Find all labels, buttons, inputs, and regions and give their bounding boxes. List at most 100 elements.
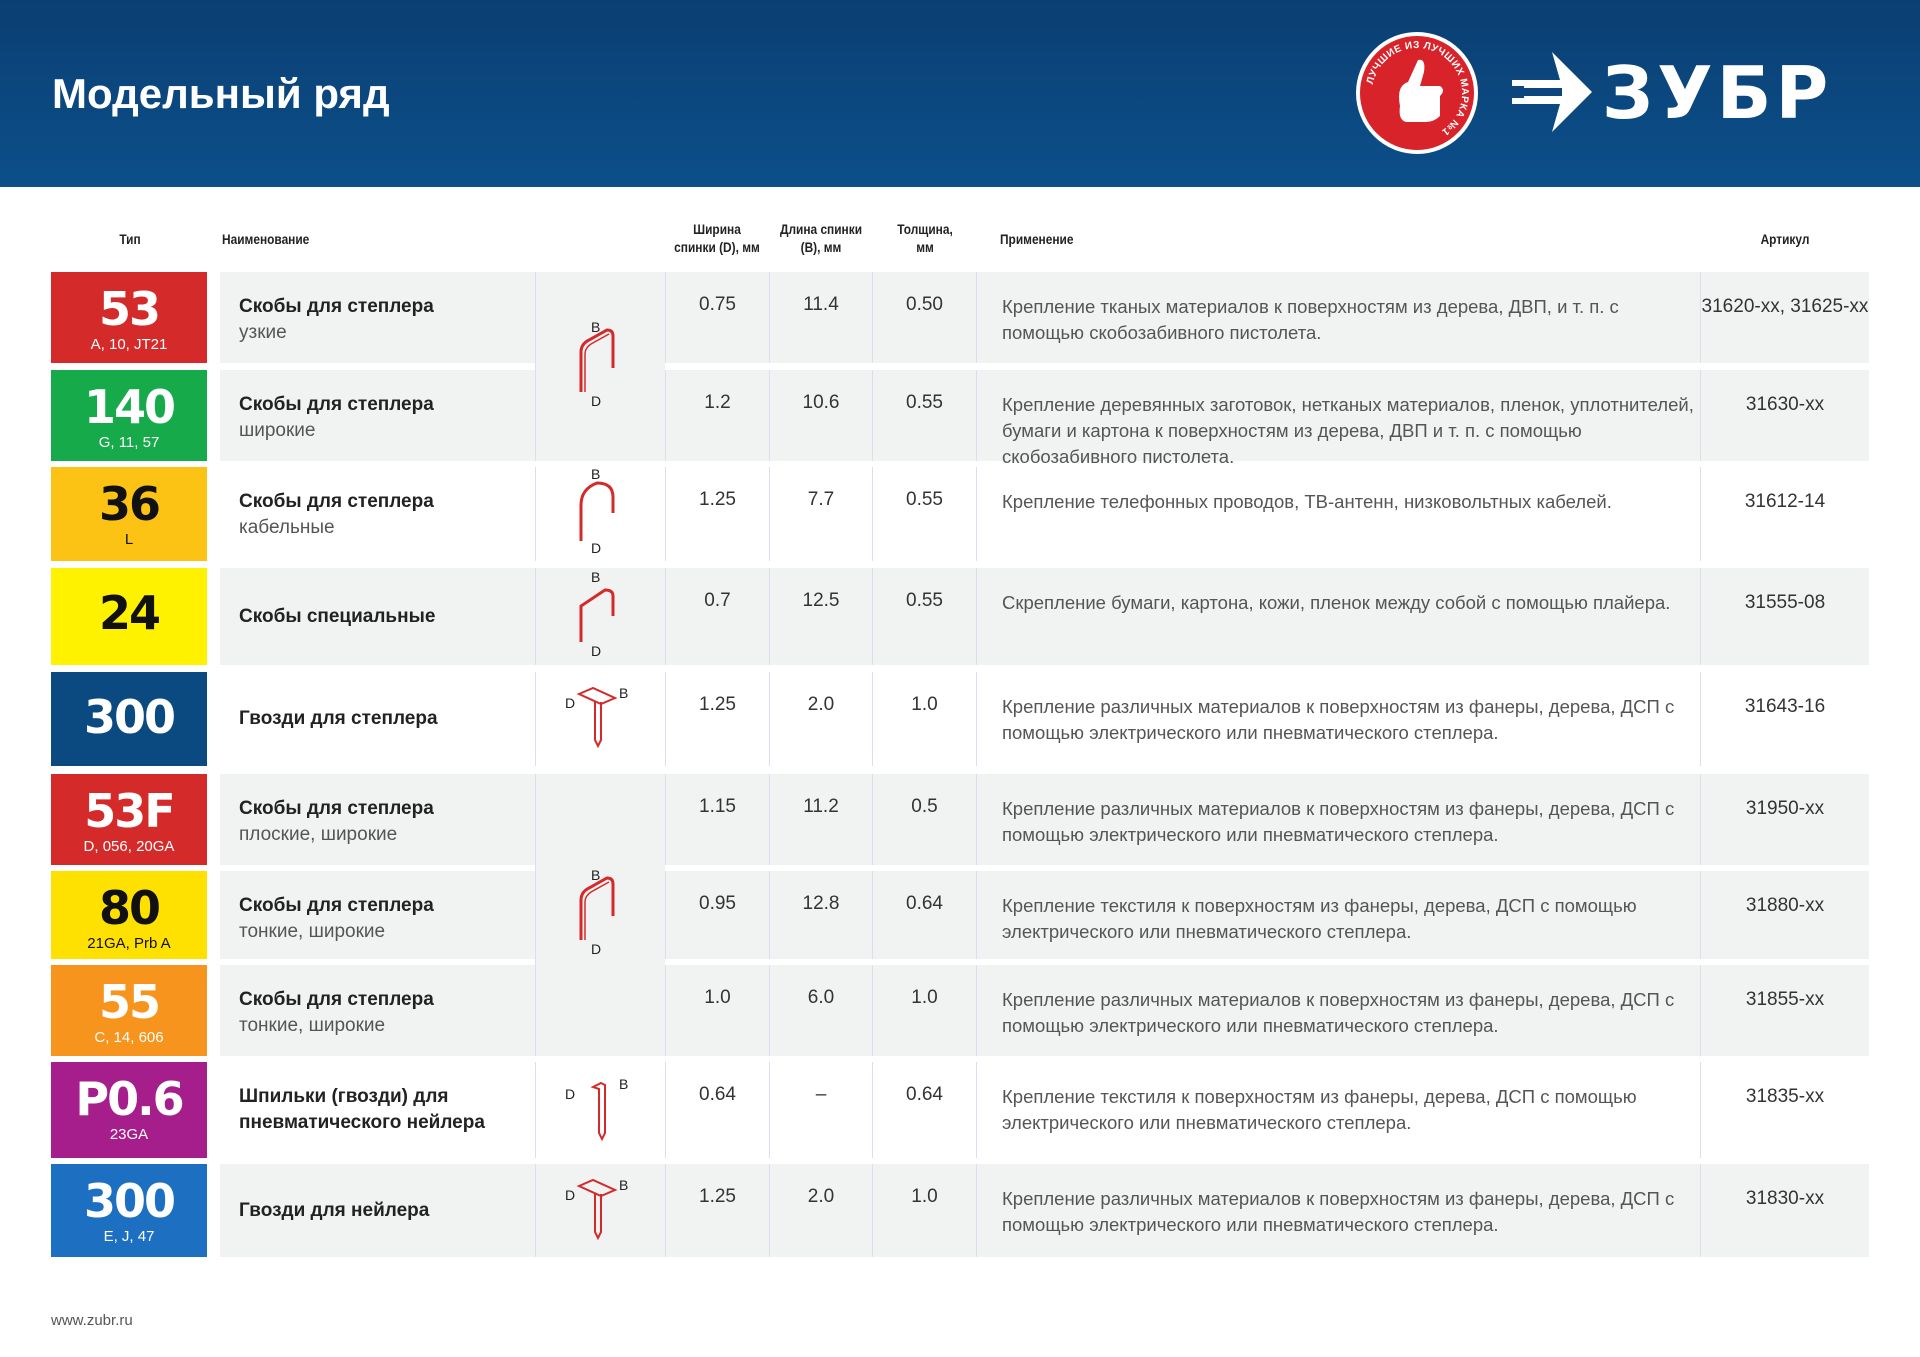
product-name: Скобы для степлера тонкие, широкие — [239, 965, 539, 1056]
length-value: 7.7 — [769, 467, 872, 561]
row-cells: Скобы для степлера кабельные 1.25 7.7 0.5… — [220, 467, 1869, 561]
diagram-cell: B D — [535, 568, 665, 665]
product-name: Гвозди для степлера — [239, 672, 539, 766]
type-number: 80 — [98, 881, 161, 935]
product-title: Скобы для степлера — [239, 798, 434, 819]
type-badge: P0.6 23GA — [51, 1062, 207, 1158]
col-header-article: Артикул — [1760, 231, 1810, 247]
col-header-name: Наименование — [222, 231, 310, 247]
type-badge: 300 E, J, 47 — [51, 1164, 207, 1257]
row-cells: Гвозди для нейлера 1.25 2.0 1.0 Креплени… — [220, 1164, 1869, 1257]
header-banner: Модельный ряд ЛУЧШИЕ ИЗ ЛУЧШИХ МАРКА №1 … — [0, 0, 1920, 187]
nail-icon: B D — [565, 685, 628, 749]
diagram-cell: B D — [535, 774, 665, 1056]
type-badge: 53F D, 056, 20GA — [51, 774, 207, 865]
label-d: D — [565, 695, 575, 711]
application-text: Крепление различных материалов к поверхн… — [976, 672, 1700, 766]
width-value: 0.95 — [665, 871, 769, 959]
type-number: 300 — [83, 690, 176, 744]
diagram-cell: B D — [535, 272, 665, 461]
col-header-thickness: Толщина, мм — [897, 221, 953, 255]
row-cells: Скобы для степлера широкие 1.2 10.6 0.55 … — [220, 370, 1869, 467]
length-value: – — [769, 1062, 872, 1158]
label-b: B — [591, 572, 600, 585]
thickness-value: 0.55 — [872, 467, 976, 561]
length-value: 12.8 — [769, 871, 872, 959]
table-row: 300 E, J, 47 Гвозди для нейлера 1.25 2.0… — [0, 1164, 1920, 1257]
product-subtitle: узкие — [239, 322, 287, 343]
width-value: 1.0 — [665, 965, 769, 1056]
length-value: 11.4 — [769, 272, 872, 363]
product-name: Скобы для степлера кабельные — [239, 467, 539, 561]
thickness-value: 1.0 — [872, 1164, 976, 1257]
row-cells: Скобы для степлера тонкие, широкие 0.95 1… — [220, 871, 1869, 959]
diagram-cell: B D — [535, 1164, 665, 1257]
article-number: 31612-14 — [1700, 467, 1869, 561]
table-row: 53 A, 10, JT21 Скобы для степлера узкие 0… — [0, 272, 1920, 363]
product-name: Скобы для степлера широкие — [239, 370, 539, 461]
product-name: Гвозди для нейлера — [239, 1164, 539, 1257]
application-text: Крепление текстиля к поверхностям из фан… — [976, 871, 1700, 959]
table-row: 24 Скобы специальные 0.7 12.5 0.55 Скреп… — [0, 568, 1920, 665]
length-value: 12.5 — [769, 568, 872, 665]
type-badge: 36 L — [51, 467, 207, 561]
type-number: 55 — [98, 975, 161, 1029]
table-row: 300 Гвозди для степлера 1.25 2.0 1.0 Кре… — [0, 672, 1920, 766]
type-badge: 53 A, 10, JT21 — [51, 272, 207, 363]
width-value: 0.64 — [665, 1062, 769, 1158]
product-title: Шпильки (гвозди) для пневматического ней… — [239, 1086, 485, 1133]
width-value: 0.7 — [665, 568, 769, 665]
page-title: Модельный ряд — [52, 70, 390, 117]
thickness-value: 0.5 — [872, 774, 976, 865]
article-number: 31880-xx — [1700, 871, 1869, 959]
product-title: Скобы для степлера — [239, 394, 434, 415]
type-aliases: 21GA, Prb A — [87, 935, 171, 952]
application-text: Крепление различных материалов к поверхн… — [976, 965, 1700, 1056]
label-d: D — [591, 393, 601, 409]
type-number: 53F — [84, 784, 175, 838]
row-cells: Гвозди для степлера 1.25 2.0 1.0 Креплен… — [220, 672, 1869, 766]
article-number: 31835-xx — [1700, 1062, 1869, 1158]
col-header-application: Применение — [1000, 231, 1074, 247]
product-name: Скобы для степлера узкие — [239, 272, 539, 363]
type-number: P0.6 — [75, 1072, 184, 1126]
cable-staple-icon: B D — [579, 469, 615, 556]
row-cells: Скобы для степлера тонкие, широкие 1.0 6.… — [220, 965, 1869, 1056]
product-title: Скобы для степлера — [239, 895, 434, 916]
label-b: B — [591, 322, 600, 335]
staple-icon: B D — [579, 870, 615, 957]
type-number: 36 — [98, 477, 161, 531]
width-value: 1.15 — [665, 774, 769, 865]
type-aliases: L — [124, 531, 134, 548]
product-title: Скобы для степлера — [239, 491, 434, 512]
label-b: B — [619, 1177, 628, 1193]
article-number: 31630-xx — [1700, 370, 1869, 461]
thickness-value: 0.55 — [872, 568, 976, 665]
label-b: B — [619, 685, 628, 701]
product-subtitle: кабельные — [239, 517, 335, 538]
product-name: Шпильки (гвозди) для пневматического ней… — [239, 1062, 539, 1158]
product-subtitle: тонкие, широкие — [239, 921, 386, 942]
table-row: 80 21GA, Prb A Скобы для степлера тонкие,… — [0, 871, 1920, 959]
type-badge: 55 C, 14, 606 — [51, 965, 207, 1056]
product-name: Скобы для степлера плоские, широкие — [239, 774, 539, 865]
type-number: 140 — [83, 380, 176, 434]
type-aliases: D, 056, 20GA — [83, 838, 175, 855]
width-value: 1.2 — [665, 370, 769, 461]
label-d: D — [591, 643, 601, 659]
table-row: 53F D, 056, 20GA Скобы для степлера плоск… — [0, 774, 1920, 865]
product-title: Скобы для степлера — [239, 296, 434, 317]
type-number: 300 — [83, 1174, 176, 1228]
article-number: 31620-xx, 31625-xx — [1700, 272, 1869, 363]
product-title: Скобы специальные — [239, 605, 436, 627]
length-value: 10.6 — [769, 370, 872, 461]
type-badge: 80 21GA, Prb A — [51, 871, 207, 959]
row-cells: Шпильки (гвозди) для пневматического ней… — [220, 1062, 1869, 1158]
table-row: 55 C, 14, 606 Скобы для степлера тонкие, … — [0, 965, 1920, 1056]
type-aliases: E, J, 47 — [103, 1228, 155, 1245]
footer-url[interactable]: www.zubr.ru — [51, 1312, 133, 1329]
best-brand-badge-logo: ЛУЧШИЕ ИЗ ЛУЧШИХ МАРКА №1 — [1356, 32, 1478, 154]
length-value: 11.2 — [769, 774, 872, 865]
label-d: D — [591, 540, 601, 556]
application-text: Крепление текстиля к поверхностям из фан… — [976, 1062, 1700, 1158]
